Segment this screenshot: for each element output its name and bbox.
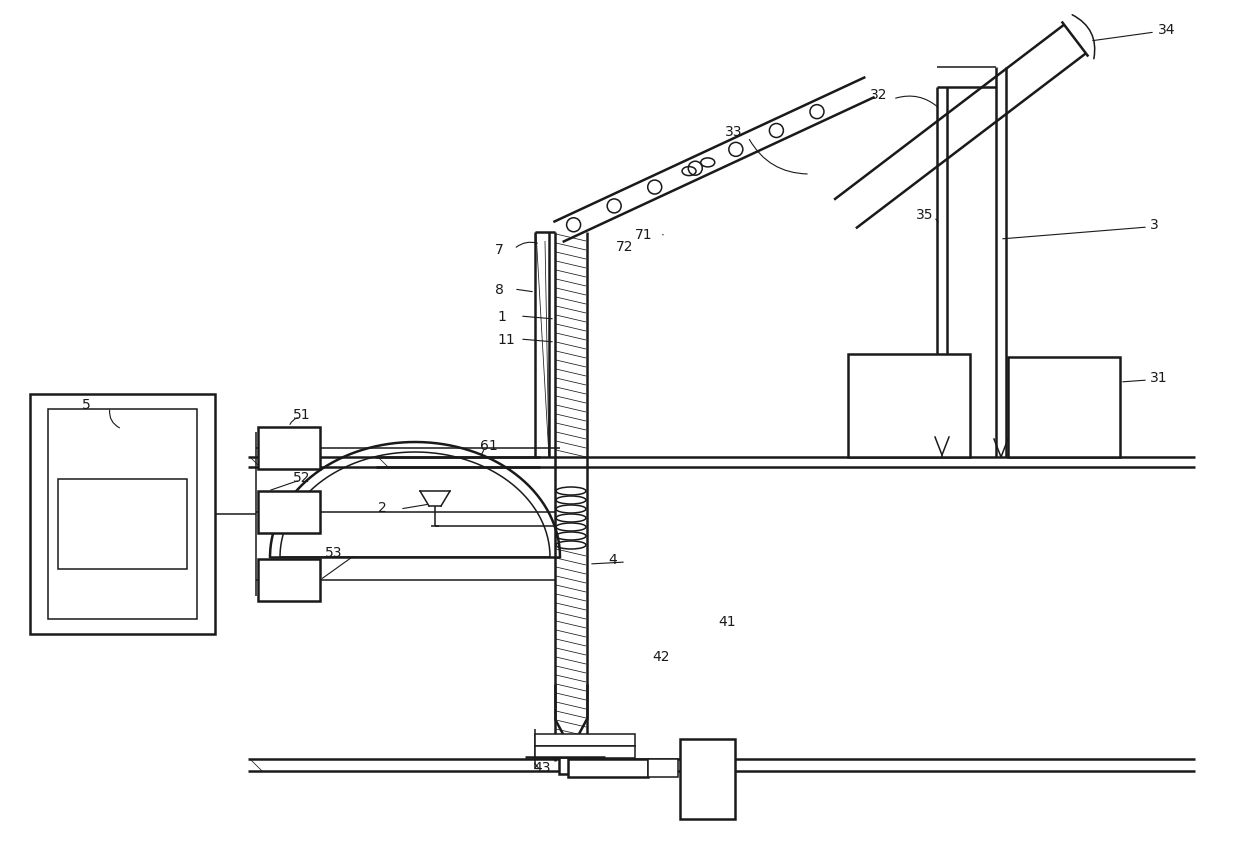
Circle shape — [567, 219, 580, 232]
Bar — [534, 734, 635, 746]
Text: 1: 1 — [497, 310, 506, 323]
Bar — [559, 754, 583, 774]
Circle shape — [810, 106, 823, 120]
Text: 8: 8 — [495, 283, 503, 296]
Bar — [258, 428, 320, 469]
Text: 43: 43 — [533, 760, 551, 774]
Text: 42: 42 — [652, 649, 670, 663]
Text: 61: 61 — [480, 439, 497, 452]
Bar — [649, 759, 678, 777]
Text: 3: 3 — [1149, 218, 1158, 232]
Text: 72: 72 — [616, 240, 634, 254]
Circle shape — [769, 124, 784, 138]
Text: 31: 31 — [1149, 371, 1168, 385]
Text: 34: 34 — [1158, 23, 1176, 37]
Text: 4: 4 — [608, 552, 616, 566]
Circle shape — [688, 162, 702, 176]
Text: 41: 41 — [718, 614, 735, 628]
Text: 33: 33 — [725, 125, 743, 138]
Circle shape — [729, 143, 743, 157]
Bar — [258, 491, 320, 533]
Bar — [568, 759, 649, 777]
Bar — [680, 739, 735, 819]
Bar — [534, 746, 635, 758]
Bar — [58, 479, 187, 570]
Bar — [48, 409, 197, 619]
Circle shape — [647, 181, 662, 195]
Text: 2: 2 — [378, 500, 387, 514]
Text: 51: 51 — [293, 408, 311, 421]
Bar — [848, 354, 970, 457]
Text: 52: 52 — [293, 470, 310, 484]
Circle shape — [608, 200, 621, 214]
Text: 7: 7 — [495, 243, 503, 257]
Bar — [1008, 358, 1120, 457]
Text: 71: 71 — [635, 228, 652, 241]
Text: 35: 35 — [916, 208, 934, 222]
Text: 53: 53 — [325, 545, 342, 560]
Text: 11: 11 — [497, 333, 515, 347]
Bar — [258, 560, 320, 601]
Text: 32: 32 — [870, 88, 888, 102]
Text: 5: 5 — [82, 398, 91, 412]
Bar — [30, 394, 215, 634]
